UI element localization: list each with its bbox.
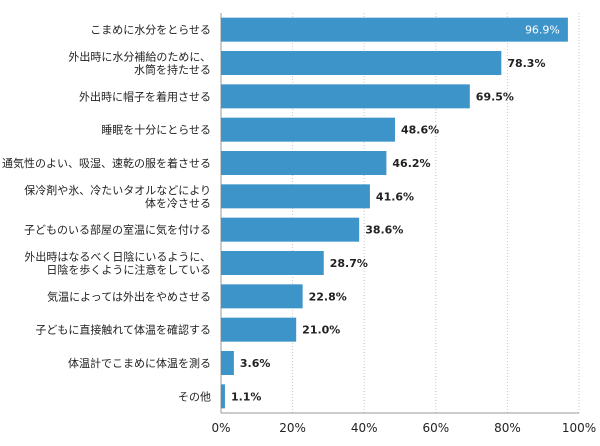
category-label: 外出時に水分補給のために、 bbox=[68, 50, 211, 64]
bar bbox=[221, 51, 502, 75]
value-label: 48.6% bbox=[401, 124, 439, 137]
value-label: 41.6% bbox=[376, 190, 414, 203]
bar bbox=[221, 251, 324, 275]
category-label: 子どもに直接触れて体温を確認する bbox=[35, 323, 211, 337]
category-label: 外出時はなるべく日陰にいるように、 bbox=[24, 250, 211, 264]
bar bbox=[221, 384, 225, 409]
x-tick-label: 0% bbox=[211, 421, 230, 435]
value-label: 78.3% bbox=[507, 57, 545, 70]
category-label: 睡眠を十分にとらせる bbox=[101, 123, 211, 137]
x-tick-label: 60% bbox=[422, 421, 449, 435]
x-tick-label: 100% bbox=[562, 421, 596, 435]
bar bbox=[221, 151, 387, 175]
value-label: 3.6% bbox=[240, 357, 271, 370]
bar bbox=[221, 84, 470, 109]
x-tick-label: 20% bbox=[279, 421, 306, 435]
category-label: こまめに水分をとらせる bbox=[90, 24, 211, 37]
category-label: 通気性のよい、吸湿、速乾の服を着させる bbox=[2, 156, 211, 170]
bar bbox=[221, 17, 568, 42]
category-label: 水筒を持たせる bbox=[134, 63, 211, 77]
category-label: 外出時に帽子を着用させる bbox=[79, 89, 211, 103]
value-label: 46.2% bbox=[392, 157, 430, 170]
category-label: 日陰を歩くように注意をしている bbox=[46, 263, 211, 277]
value-label: 96.9% bbox=[525, 24, 560, 37]
value-label: 21.0% bbox=[302, 324, 340, 337]
category-label: 体温計でこまめに体温を測る bbox=[68, 356, 211, 370]
category-label: その他 bbox=[178, 390, 211, 403]
value-label: 22.8% bbox=[309, 290, 347, 303]
category-label: 体を冷させる bbox=[145, 196, 211, 210]
value-label: 28.7% bbox=[330, 257, 368, 270]
bar bbox=[221, 117, 395, 142]
bar bbox=[221, 317, 297, 342]
bar bbox=[221, 351, 234, 375]
bar bbox=[221, 184, 370, 209]
category-label: 保冷剤や氷、冷たいタオルなどにより bbox=[24, 183, 211, 197]
bar bbox=[221, 217, 360, 242]
category-label: 子どものいる部屋の室温に気を付ける bbox=[24, 223, 211, 237]
bar bbox=[221, 284, 303, 309]
x-tick-label: 40% bbox=[351, 421, 378, 435]
value-label: 69.5% bbox=[476, 90, 514, 103]
x-tick-label: 80% bbox=[494, 421, 521, 435]
category-label: 気温によっては外出をやめさせる bbox=[47, 289, 211, 303]
value-label: 1.1% bbox=[231, 390, 262, 403]
value-label: 38.6% bbox=[365, 224, 403, 237]
